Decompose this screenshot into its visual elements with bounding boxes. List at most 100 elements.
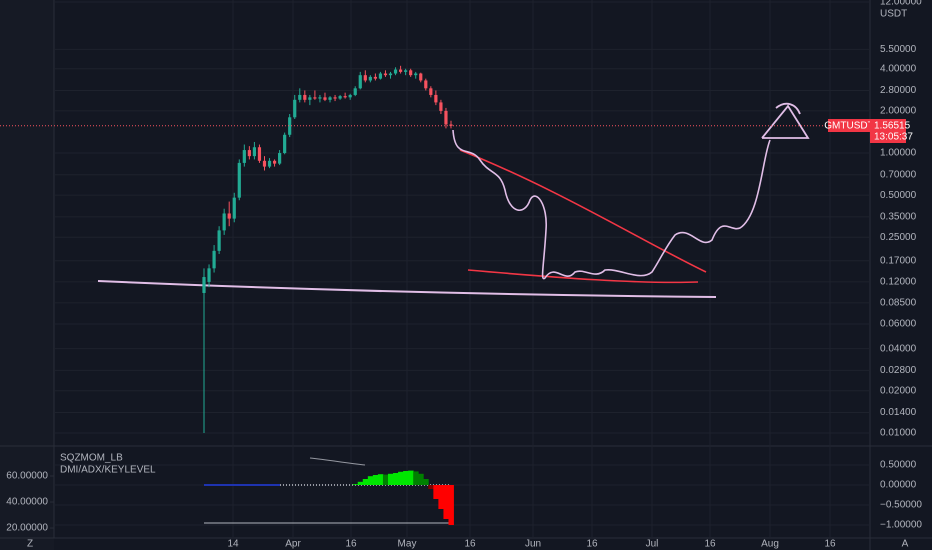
momentum-bar [382, 474, 389, 485]
symbol-badge [828, 119, 870, 132]
momentum-bar [377, 474, 384, 485]
candle-body [343, 96, 347, 98]
y-tick-label: 0.50000 [880, 190, 917, 201]
momentum-bar [408, 470, 414, 485]
grid [54, 0, 870, 538]
corner-label[interactable]: Z [27, 539, 33, 550]
y-tick-label: 12.00000 [880, 0, 922, 8]
candle-body [348, 94, 352, 98]
candle-body [338, 96, 342, 99]
momentum-bar [418, 473, 424, 485]
momentum-bar [448, 485, 454, 525]
x-tick-label: 14 [227, 539, 239, 550]
indicator-title: DMI/ADX/KEYLEVEL [60, 465, 156, 476]
momentum-bar [387, 473, 394, 485]
y-tick-label: 0.01400 [880, 407, 917, 418]
candle-body [404, 70, 408, 72]
y-tick-label: 0.70000 [880, 169, 917, 180]
last-price-label: 1.56515 [874, 121, 911, 132]
countdown-label: 13:05:37 [874, 132, 913, 143]
x-tick-label: 16 [464, 539, 476, 550]
candle-body [313, 97, 317, 99]
momentum-bar [433, 485, 439, 499]
candle-body [353, 88, 357, 95]
y-tick-label: 0.35000 [880, 211, 917, 222]
candle-body [288, 117, 292, 135]
candle-body [434, 94, 438, 103]
x-tick-label: Jun [525, 539, 541, 550]
y-tick-label: 0.12000 [880, 277, 917, 288]
candle-body [414, 73, 418, 76]
candle-body [227, 213, 231, 219]
y-tick-label: −0.50000 [880, 500, 922, 511]
candle-body [207, 268, 211, 282]
candle-body [368, 76, 372, 81]
y-tick-label: 2.80000 [880, 85, 917, 96]
momentum-bar [403, 471, 409, 485]
candle-body [222, 213, 226, 231]
momentum-bar [413, 471, 419, 485]
candle-body [383, 73, 388, 76]
candle-body [439, 102, 443, 111]
x-tick-label: 16 [704, 539, 716, 550]
candle-body [328, 97, 332, 100]
x-tick-label: May [398, 539, 417, 550]
candle-body [237, 162, 241, 198]
resistance-line [459, 149, 707, 273]
x-tick-label: Apr [285, 539, 301, 550]
momentum-bar [443, 485, 449, 519]
momentum-bar [438, 485, 444, 509]
left-tick-label: 20.00000 [6, 523, 48, 534]
candle-body [333, 97, 337, 99]
corner-label[interactable]: A [902, 539, 909, 550]
candle-body [272, 160, 277, 164]
candle-body [363, 75, 367, 81]
momentum-bar [372, 475, 379, 485]
candle-body [424, 80, 428, 89]
currency-label: USDT [880, 9, 907, 20]
x-tick-label: Aug [761, 539, 779, 550]
candle-body [217, 230, 221, 251]
y-tick-label: 0.02000 [880, 385, 917, 396]
projection-path [452, 129, 771, 280]
candle-body [232, 197, 236, 219]
y-tick-label: 0.01000 [880, 428, 917, 439]
candle-body [252, 147, 257, 157]
x-tick-label: 16 [824, 539, 836, 550]
candle-body [293, 99, 297, 118]
x-tick-label: Jul [646, 539, 659, 550]
y-tick-label: 1.00000 [880, 148, 917, 159]
momentum-bar [428, 485, 434, 489]
candle-body [318, 97, 322, 99]
candle-body [242, 150, 246, 163]
candle-body [262, 160, 267, 167]
candle-body [247, 150, 251, 157]
candle-body [378, 73, 383, 79]
y-tick-label: 0.50000 [880, 460, 917, 471]
y-tick-label: 0.02800 [880, 365, 917, 376]
drawings [97, 102, 810, 298]
y-tick-label: −1.00000 [880, 520, 922, 531]
support-line [97, 280, 717, 298]
momentum-bar [423, 479, 429, 485]
indicator-title: SQZMOM_LB [60, 453, 123, 464]
candle-body [373, 76, 377, 79]
x-tick-label: 16 [345, 539, 357, 550]
y-tick-label: 0.06000 [880, 319, 917, 330]
momentum-bar [398, 471, 404, 485]
y-tick-label: 0.08500 [880, 298, 917, 309]
candle-body [308, 97, 312, 100]
y-tick-label: 0.25000 [880, 232, 917, 243]
symbol-label: GMTUSDT [824, 121, 873, 132]
left-tick-label: 40.00000 [6, 497, 48, 508]
y-tick-label: 5.50000 [880, 44, 917, 55]
candle-body [278, 153, 282, 164]
candle-body [212, 250, 216, 269]
lower-line [467, 269, 699, 284]
candle-body [429, 88, 433, 95]
candle-body [419, 73, 423, 81]
candle-body [298, 94, 302, 100]
y-tick-label: 4.00000 [880, 63, 917, 74]
candle-body [283, 134, 287, 154]
